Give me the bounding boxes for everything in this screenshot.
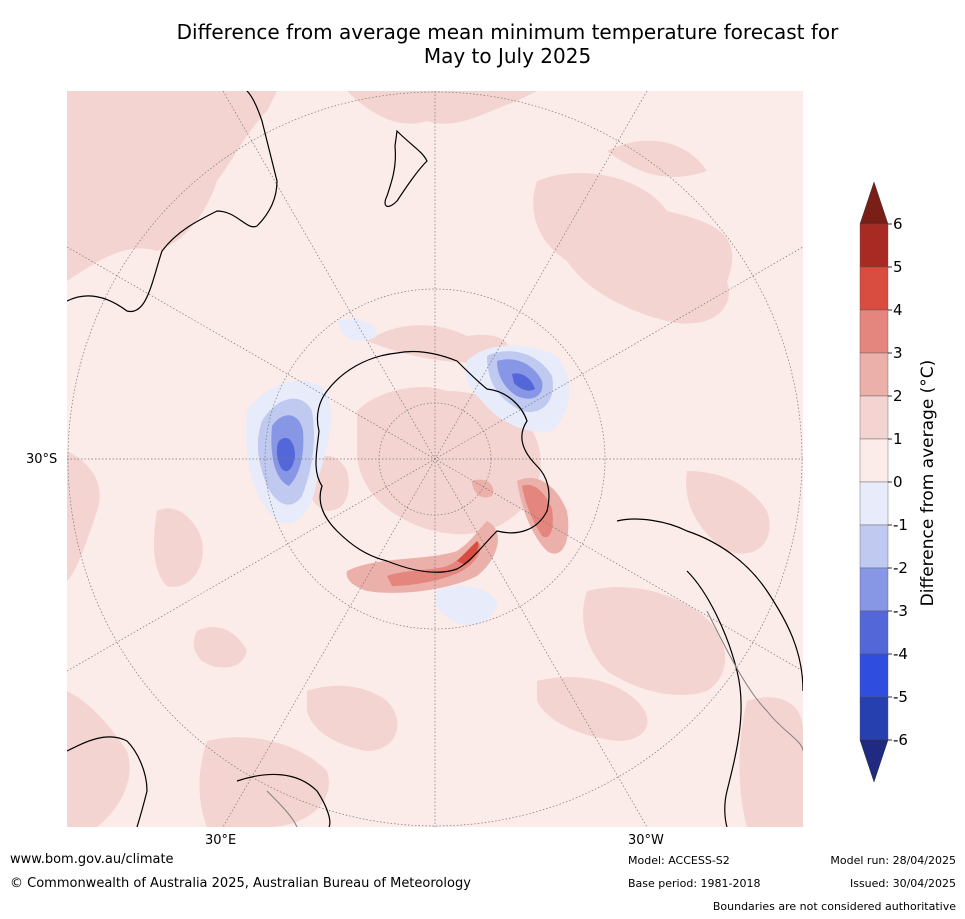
colorbar-under-arrow (859, 739, 889, 783)
colorbar-tick-label: 3 (893, 344, 903, 362)
graticule (67, 91, 803, 827)
colorbar-over-arrow (859, 181, 889, 225)
polar-map (67, 91, 803, 827)
colorbar-band (859, 352, 889, 397)
colorbar-tick-label: -4 (893, 645, 908, 663)
colorbar-tick-label: 0 (893, 473, 903, 491)
colorbar-tick-label: -3 (893, 602, 908, 620)
colorbar-band (859, 481, 889, 526)
colorbar-band (859, 653, 889, 698)
map-svg (67, 91, 803, 827)
colorbar-tick-label: 2 (893, 387, 903, 405)
anomaly-warm-antarctic (357, 387, 541, 535)
anomaly-warm-1-2 (67, 91, 803, 827)
anomaly-cool-3-4 (276, 373, 535, 472)
footer-base-period: Base period: 1981-2018 (628, 877, 761, 890)
colorbar-band (859, 223, 889, 268)
footer-copyright: © Commonwealth of Australia 2025, Austra… (10, 876, 471, 891)
boundaries (266, 610, 803, 827)
colorbar-tick-label: -1 (893, 516, 908, 534)
footer-model-run: Model run: 28/04/2025 (830, 854, 956, 867)
colorbar-tick-label: 6 (893, 215, 903, 233)
anomaly-warm-3-4 (387, 484, 553, 586)
colorbar-tick-label: 1 (893, 430, 903, 448)
colorbar-band (859, 266, 889, 311)
colorbar-band (859, 567, 889, 612)
colorbar-band (859, 696, 889, 741)
lon-label-30w: 30°W (628, 833, 664, 848)
title-line-1: Difference from average mean minimum tem… (176, 20, 839, 44)
lon-label-30e: 30°E (205, 833, 237, 848)
colorbar: 6 5 4 3 2 1 0 -1 -2 -3 -4 -5 -6 (855, 180, 965, 790)
colorbar-band (859, 395, 889, 440)
footer-issued: Issued: 30/04/2025 (849, 877, 956, 890)
colorbar-tick-label: 5 (893, 258, 903, 276)
footer-website: www.bom.gov.au/climate (10, 852, 174, 867)
title-line-2: May to July 2025 (423, 44, 592, 68)
colorbar-label: Difference from average (°C) (918, 359, 938, 607)
colorbar-band (859, 524, 889, 569)
footer-disclaimer: Boundaries are not considered authoritat… (712, 900, 956, 913)
colorbar-svg: 6 5 4 3 2 1 0 -1 -2 -3 -4 -5 -6 (859, 181, 908, 783)
colorbar-band (859, 438, 889, 483)
anomaly-warm-4-5 (457, 541, 479, 565)
coastlines (67, 91, 803, 827)
colorbar-tick-label: 4 (893, 301, 903, 319)
chart-title: Difference from average mean minimum tem… (0, 20, 965, 68)
colorbar-band (859, 309, 889, 354)
lat-label-30s: 30°S (26, 452, 58, 467)
colorbar-tick-label: -2 (893, 559, 908, 577)
colorbar-band (859, 610, 889, 655)
colorbar-tick-label: -5 (893, 688, 908, 706)
colorbar-tick-label: -6 (893, 731, 908, 749)
footer-model: Model: ACCESS-S2 (628, 854, 730, 867)
